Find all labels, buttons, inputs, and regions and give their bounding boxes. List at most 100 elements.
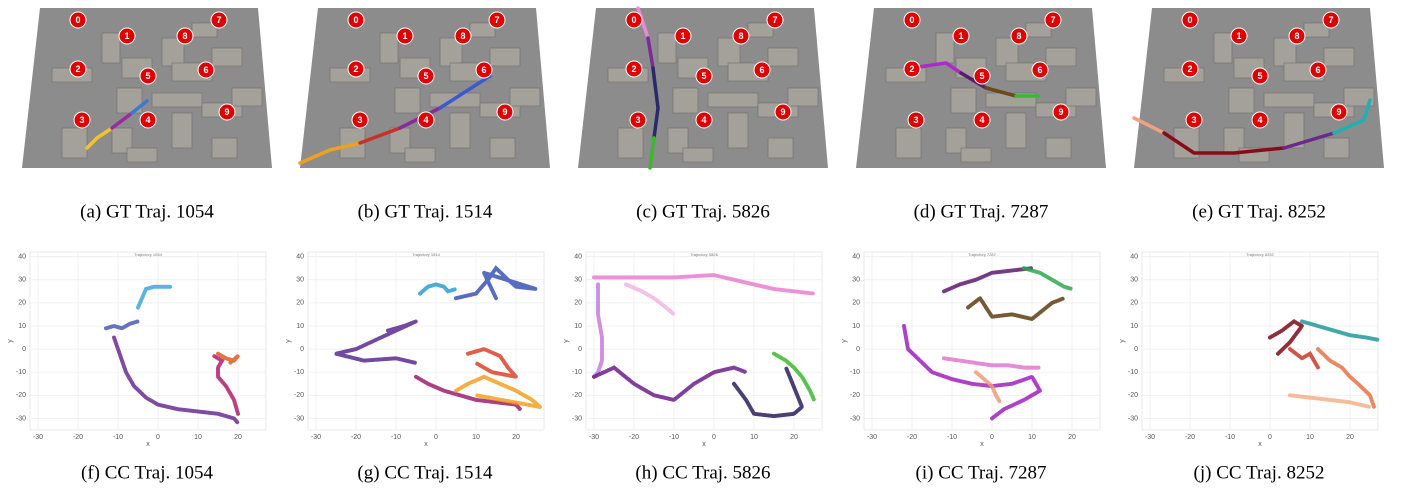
y-tick-label: -20 [16,392,26,399]
y-axis-label: y [285,339,292,343]
y-tick-label: 10 [18,323,26,330]
marker-label: 6 [759,65,764,75]
y-tick-label: -10 [1128,369,1138,376]
marker-label: 4 [979,115,984,125]
y-tick-label: 0 [856,346,860,353]
y-tick-label: 0 [1134,346,1138,353]
building [961,148,991,162]
building [232,88,262,106]
building [212,138,237,158]
y-axis-label: y [841,339,848,343]
y-tick-label: 0 [22,346,26,353]
x-tick-label: 0 [990,434,994,441]
x-tick-label: -10 [391,434,401,441]
building [1229,88,1254,113]
y-axis-label: y [1119,339,1126,343]
y-tick-label: -30 [850,415,860,422]
y-tick-label: 20 [852,300,860,307]
x-axis-label: x [1258,441,1262,448]
y-tick-label: 20 [574,300,582,307]
x-tick-label: -30 [1145,434,1155,441]
marker-label: 6 [203,65,208,75]
building [405,148,435,162]
x-tick-label: -20 [629,434,639,441]
caption: (d) GT Traj. 7287 [914,201,1049,222]
x-tick-label: 0 [156,434,160,441]
y-tick-label: 30 [296,277,304,284]
y-tick-label: 40 [574,253,582,260]
building [1006,113,1026,148]
building [490,48,520,66]
marker-label: 4 [145,115,150,125]
marker-label: 5 [145,71,150,81]
caption: (h) CC Traj. 5826 [635,462,770,483]
y-tick-label: -20 [572,392,582,399]
figure: 0123456789(a) GT Traj. 1054(f) CC Traj. … [0,0,1401,493]
marker-label: 5 [979,71,984,81]
x-tick-label: 20 [1346,434,1354,441]
y-tick-label: 10 [1130,323,1138,330]
plot-area [30,252,266,430]
x-tick-label: -20 [907,434,917,441]
y-tick-label: 30 [18,277,26,284]
y-tick-label: -30 [572,415,582,422]
marker-label: 1 [680,31,685,41]
caption: (f) CC Traj. 1054 [81,462,213,483]
marker-label: 0 [353,15,358,25]
x-tick-label: 0 [712,434,716,441]
marker-label: 8 [738,31,743,41]
building [490,138,515,158]
y-tick-label: 10 [574,323,582,330]
building [380,33,398,63]
y-tick-label: 20 [18,300,26,307]
x-tick-label: 10 [750,434,758,441]
x-tick-label: 10 [472,434,480,441]
marker-label: 1 [124,31,129,41]
marker-label: 3 [357,115,362,125]
x-tick-label: -30 [589,434,599,441]
marker-label: 8 [460,31,465,41]
marker-label: 4 [1257,115,1262,125]
building [1046,48,1076,66]
x-tick-label: 20 [234,434,242,441]
caption: (b) GT Traj. 1514 [358,201,493,222]
marker-label: 3 [635,115,640,125]
y-tick-label: -10 [572,369,582,376]
building [896,128,921,158]
marker-label: 5 [701,71,706,81]
marker-label: 9 [1336,107,1341,117]
chart-title: Trajectory 7287 [968,252,996,257]
marker-label: 1 [1236,31,1241,41]
marker-label: 0 [75,15,80,25]
marker-label: 9 [780,107,785,117]
y-tick-label: 40 [1130,253,1138,260]
building [951,88,976,113]
marker-label: 7 [494,15,499,25]
building [1214,33,1232,63]
marker-label: 0 [631,15,636,25]
building [102,33,120,63]
marker-label: 4 [701,115,706,125]
building [62,128,87,158]
building [673,88,698,113]
building [172,113,192,148]
y-tick-label: -30 [16,415,26,422]
marker-label: 1 [402,31,407,41]
x-tick-label: 20 [512,434,520,441]
marker-label: 1 [958,31,963,41]
marker-label: 9 [502,107,507,117]
caption: (g) CC Traj. 1514 [357,462,493,483]
marker-label: 2 [1187,64,1192,74]
x-tick-label: -20 [73,434,83,441]
chart-title: Trajectory 8252 [1246,252,1274,257]
x-tick-label: -10 [947,434,957,441]
chart: -30-20-1001020-30-20-10010203040Trajecto… [285,252,544,448]
y-tick-label: -10 [294,369,304,376]
x-tick-label: 20 [1068,434,1076,441]
x-tick-label: -10 [113,434,123,441]
marker-label: 7 [1050,15,1055,25]
y-tick-label: 20 [1130,300,1138,307]
